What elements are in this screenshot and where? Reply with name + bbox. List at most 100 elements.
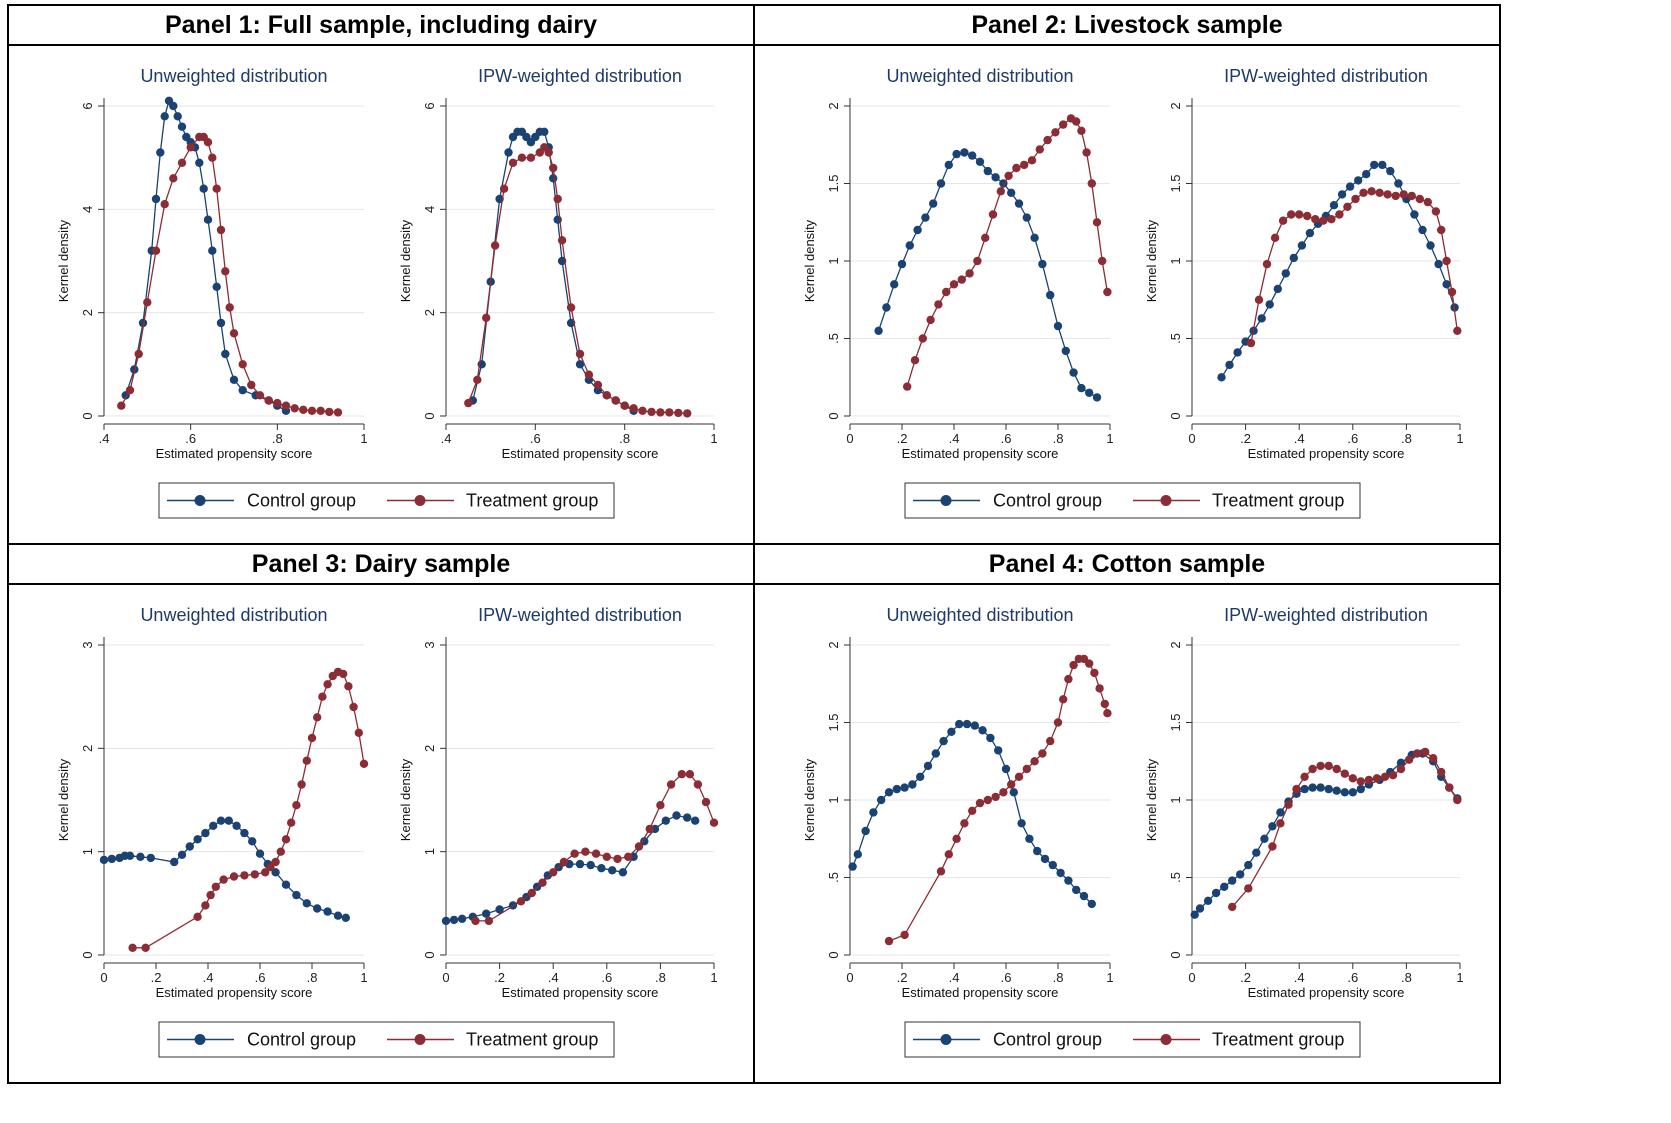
treatment-point [1367, 187, 1376, 196]
treatment-point [1292, 784, 1301, 794]
control-point [1324, 784, 1333, 794]
subplot-title: IPW-weighted distribution [478, 66, 682, 86]
treatment-point [1351, 194, 1360, 204]
y-tick-label: 3 [422, 641, 437, 648]
treatment-point [1278, 216, 1288, 225]
y-tick-label: 1 [826, 796, 841, 803]
treatment-point [965, 269, 974, 278]
treatment-point [1421, 747, 1430, 757]
control-point [107, 854, 117, 864]
x-axis-label: Estimated propensity score [156, 446, 313, 461]
control-point [1236, 870, 1245, 879]
treatment-series-line [475, 773, 715, 922]
treatment-point [1103, 287, 1112, 297]
x-tick-label: .6 [1001, 431, 1012, 446]
control-point [1348, 788, 1357, 797]
treatment-point [677, 770, 686, 779]
legend-box [904, 482, 1361, 519]
control-point [575, 859, 585, 869]
control-point [970, 721, 979, 730]
control-point [441, 916, 451, 926]
control-point [323, 907, 332, 916]
treatment-point [261, 868, 270, 877]
x-axis-label: Estimated propensity score [1248, 446, 1405, 461]
treatment-point [359, 759, 369, 768]
control-point [240, 828, 249, 838]
treatment-point [292, 801, 301, 810]
control-point [229, 375, 239, 384]
treatment-point [957, 275, 966, 284]
x-tick-label: 1 [1456, 431, 1463, 446]
treatment-point [620, 401, 629, 410]
legend-control-label: Control group [993, 1030, 1102, 1050]
treatment-point [1022, 764, 1031, 774]
subplot-title: IPW-weighted distribution [1224, 605, 1428, 625]
treatment-point [1103, 709, 1112, 718]
panel-4: Panel 4: Cotton sample Unweighted distrib… [753, 543, 1501, 1084]
treatment-point [1228, 902, 1237, 912]
treatment-point [1300, 772, 1309, 781]
treatment-point [225, 303, 234, 312]
x-tick-label: .2 [1240, 970, 1251, 985]
treatment-point [693, 780, 703, 789]
treatment-point [581, 847, 590, 856]
treatment-point [349, 702, 358, 712]
control-point [160, 112, 169, 121]
control-point [1273, 284, 1282, 294]
control-point [333, 911, 343, 920]
treatment-point [339, 669, 348, 679]
treatment-point [240, 871, 249, 880]
treatment-point [1059, 120, 1068, 129]
treatment-point [490, 241, 500, 250]
treatment-point [276, 847, 285, 856]
treatment-point [281, 835, 291, 844]
y-tick-label: 1.5 [1168, 174, 1183, 192]
control-point [691, 816, 700, 825]
x-tick-label: .2 [897, 431, 908, 446]
treatment-point [1340, 769, 1349, 778]
treatment-point [613, 854, 622, 864]
x-tick-label: .6 [255, 970, 266, 985]
x-axis-label: Estimated propensity score [502, 985, 659, 1000]
treatment-point [634, 842, 644, 851]
control-point [199, 184, 208, 193]
treatment-point [208, 153, 217, 162]
treatment-point [611, 396, 620, 405]
x-tick-label: .4 [1294, 970, 1305, 985]
control-point [1069, 368, 1078, 377]
panel-title: Panel 2: Livestock sample [755, 6, 1499, 46]
treatment-point [1453, 326, 1462, 335]
control-point [232, 821, 241, 830]
y-axis-label: Kernel density [1144, 219, 1159, 302]
control-point [1085, 388, 1094, 397]
panel-title: Panel 4: Cotton sample [755, 545, 1499, 585]
treatment-point [1035, 145, 1044, 154]
treatment-point [499, 184, 509, 193]
x-tick-label: 1 [1106, 970, 1113, 985]
treatment-point [1316, 761, 1325, 771]
x-tick-label: .6 [1001, 970, 1012, 985]
subplot-title: Unweighted distribution [886, 605, 1073, 625]
control-point [281, 880, 291, 889]
subplot-title: IPW-weighted distribution [478, 605, 682, 625]
legend-control-marker [940, 495, 952, 506]
x-tick-label: 1 [360, 431, 367, 446]
y-tick-label: 1 [826, 257, 841, 264]
control-point [292, 890, 301, 900]
treatment-point [1388, 771, 1398, 780]
control-point [1009, 788, 1018, 797]
treatment-point [1287, 210, 1296, 219]
treatment-point [302, 756, 311, 765]
y-tick-label: 6 [80, 102, 95, 109]
control-point [1048, 860, 1057, 870]
control-point [1225, 360, 1234, 370]
control-series-line [1194, 752, 1458, 916]
treatment-point [299, 405, 308, 414]
treatment-point [1254, 295, 1264, 304]
treatment-point [177, 158, 187, 167]
y-tick-label: 1.5 [826, 713, 841, 731]
control-point [877, 795, 886, 805]
treatment-point [1372, 774, 1382, 783]
treatment-point [1391, 191, 1400, 201]
control-point [1268, 822, 1277, 831]
